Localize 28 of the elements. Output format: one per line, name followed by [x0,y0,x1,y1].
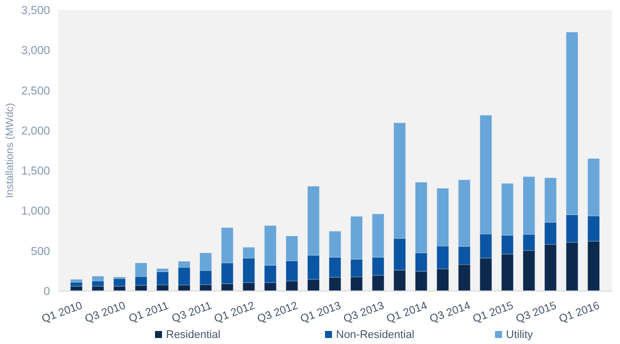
y-axis-title: Installations (MWdc) [4,102,16,198]
y-tick-label: 2,000 [21,125,50,138]
x-tick-label: Q3 2010 [83,300,128,326]
x-tick-label: Q1 2010 [40,300,84,326]
x-tick-label: Q3 2014 [428,300,472,326]
y-tick-label: 2,500 [21,85,50,98]
legend-label: Non-Residential [336,329,414,341]
bar [70,279,83,282]
legend-label: Residential [166,329,220,341]
x-tick-label: Q1 2015 [471,300,516,326]
y-tick-label: 1,500 [21,166,50,178]
x-tick-label: Q1 2012 [212,300,256,326]
x-tick-label: Q1 2013 [298,300,343,326]
y-tick-label: 3,500 [21,5,50,18]
y-tick-label: 1,000 [21,206,50,218]
x-tick-label: Q1 2014 [385,300,429,326]
y-tick-label: 500 [30,246,50,258]
x-tick-label: Q3 2013 [342,300,386,326]
bar [113,278,126,286]
bar [70,282,83,286]
y-tick-label: 0 [44,286,50,298]
x-tick-label: Q3 2012 [256,300,300,326]
legend-label: Utility [506,329,534,341]
y-tick-label: 3,000 [21,45,50,58]
x-tick-label: Q1 2016 [558,300,602,326]
x-tick-label: Q3 2011 [170,300,214,326]
x-tick-label: Q3 2015 [514,300,558,326]
x-tick-label: Q1 2011 [127,300,170,326]
